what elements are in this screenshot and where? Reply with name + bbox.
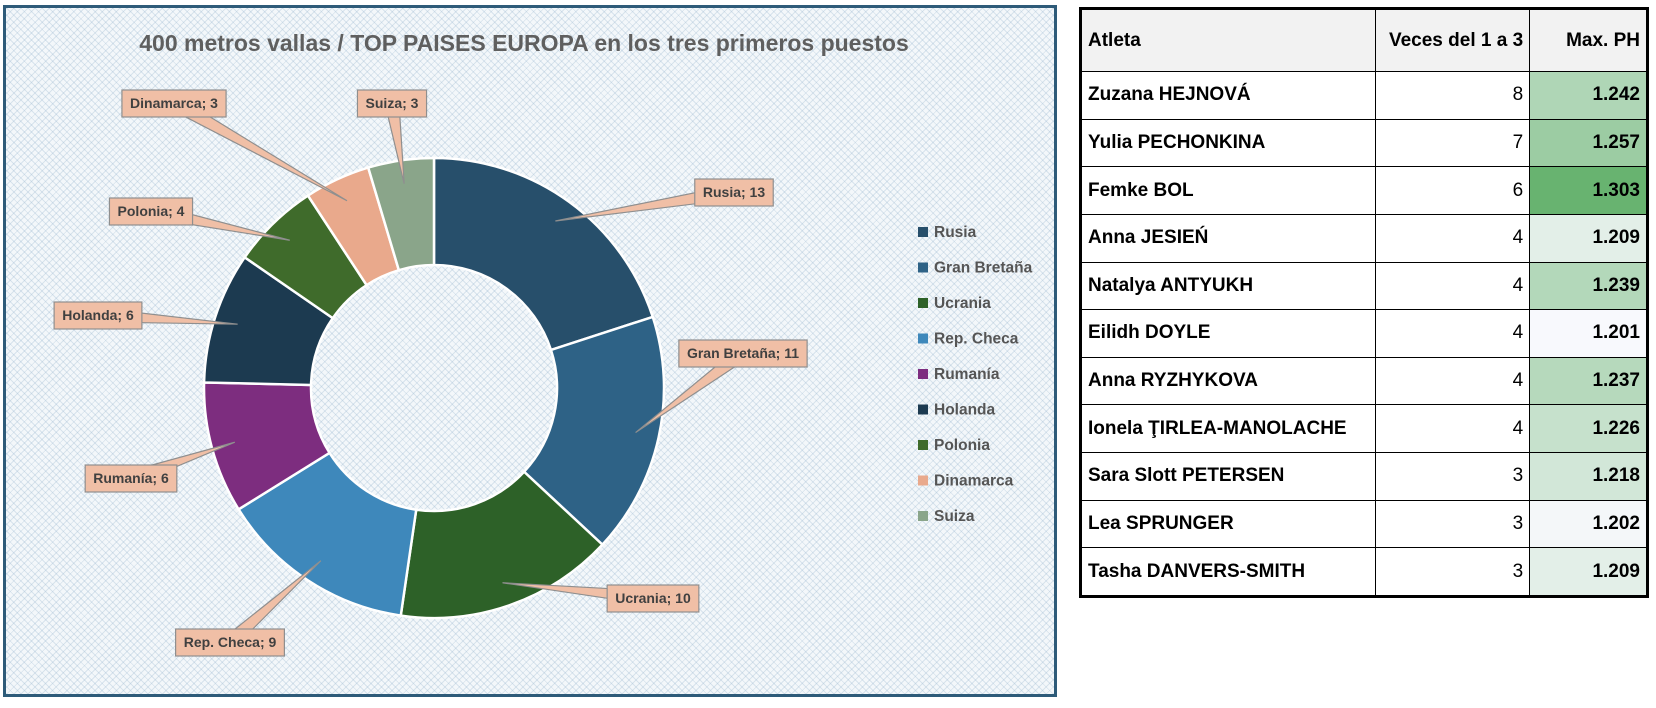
max-ph: 1.242 bbox=[1529, 71, 1648, 120]
legend-label-suiza: Suiza bbox=[934, 508, 975, 525]
data-label-box bbox=[53, 301, 143, 330]
max-ph: 1.209 bbox=[1529, 547, 1648, 597]
table-row: Zuzana HEJNOVÁ 8 1.242 bbox=[1079, 71, 1648, 120]
athlete-name: Zuzana HEJNOVÁ bbox=[1079, 71, 1377, 120]
legend-swatch-ucrania bbox=[918, 298, 928, 308]
chart-panel: 400 metros vallas / TOP PAISES EUROPA en… bbox=[3, 5, 1057, 697]
athlete-name: Ionela ŢIRLEA-MANOLACHE bbox=[1079, 404, 1377, 453]
athlete-name: Sara Slott PETERSEN bbox=[1079, 452, 1377, 501]
header-athlete: Atleta bbox=[1079, 8, 1377, 72]
table-row: Natalya ANTYUKH 4 1.239 bbox=[1079, 261, 1648, 311]
data-label-box bbox=[606, 584, 700, 613]
slice-gran-bretana bbox=[522, 315, 666, 547]
podium-count: 8 bbox=[1375, 71, 1531, 120]
legend-label-rumania: Rumanía bbox=[934, 366, 1000, 383]
podium-count: 4 bbox=[1375, 404, 1531, 453]
data-label-box bbox=[121, 89, 227, 118]
table-row: Tasha DANVERS-SMITH 3 1.209 bbox=[1079, 547, 1648, 597]
donut-chart: 400 metros vallas / TOP PAISES EUROPA en… bbox=[53, 30, 1033, 657]
podium-count: 3 bbox=[1375, 499, 1531, 549]
max-ph: 1.257 bbox=[1529, 118, 1648, 168]
legend-swatch-dinamarca bbox=[918, 475, 928, 486]
max-ph: 1.237 bbox=[1529, 356, 1648, 406]
table-row: Ionela ŢIRLEA-MANOLACHE 4 1.226 bbox=[1079, 404, 1648, 453]
max-ph: 1.239 bbox=[1529, 261, 1648, 311]
table-header-row: Atleta Veces del 1 a 3 Max. PH bbox=[1079, 8, 1648, 72]
athlete-name: Femke BOL bbox=[1079, 166, 1377, 215]
data-label-box bbox=[108, 197, 194, 226]
podium-count: 4 bbox=[1375, 356, 1531, 406]
max-ph: 1.209 bbox=[1529, 213, 1648, 263]
podium-count: 3 bbox=[1375, 547, 1531, 597]
data-label-box bbox=[175, 628, 285, 657]
legend-label-rep-checa: Rep. Checa bbox=[934, 331, 1019, 348]
data-label-rep-checa: Rep. Checa; 9 bbox=[184, 634, 277, 650]
legend-swatch-suiza bbox=[918, 511, 928, 521]
podium-count: 6 bbox=[1375, 166, 1531, 215]
legend-swatch-rep-checa bbox=[918, 333, 928, 344]
podium-count: 3 bbox=[1375, 452, 1531, 501]
legend-swatch-polonia bbox=[918, 440, 928, 450]
athlete-name: Tasha DANVERS-SMITH bbox=[1079, 547, 1377, 597]
max-ph: 1.201 bbox=[1529, 309, 1648, 358]
table-row: Anna JESIEŃ 4 1.209 bbox=[1079, 213, 1648, 263]
data-label-box bbox=[84, 464, 178, 493]
podium-count: 4 bbox=[1375, 309, 1531, 358]
podium-count: 4 bbox=[1375, 261, 1531, 311]
data-label-rumania: Rumanía; 6 bbox=[93, 470, 169, 486]
data-label-holanda: Holanda; 6 bbox=[62, 307, 134, 323]
data-label-ucrania: Ucrania; 10 bbox=[615, 590, 691, 606]
legend-label-gran-bretana: Gran Bretaña bbox=[934, 260, 1033, 277]
max-ph: 1.226 bbox=[1529, 404, 1648, 453]
legend-label-ucrania: Ucrania bbox=[934, 295, 991, 312]
legend-swatch-rumania bbox=[918, 369, 928, 379]
data-label-box bbox=[694, 178, 774, 207]
slice-rusia bbox=[432, 156, 655, 352]
athlete-name: Yulia PECHONKINA bbox=[1079, 118, 1377, 168]
max-ph: 1.303 bbox=[1529, 166, 1648, 215]
legend-label-dinamarca: Dinamarca bbox=[934, 473, 1014, 490]
data-label-dinamarca: Dinamarca; 3 bbox=[130, 95, 218, 111]
slice-ucrania bbox=[399, 469, 605, 620]
legend-label-polonia: Polonia bbox=[934, 437, 990, 454]
podium-count: 4 bbox=[1375, 213, 1531, 263]
chart-title: 400 metros vallas / TOP PAISES EUROPA en… bbox=[139, 30, 909, 56]
data-label-box bbox=[356, 89, 428, 118]
max-ph: 1.218 bbox=[1529, 452, 1648, 501]
athlete-name: Anna RYZHYKOVA bbox=[1079, 356, 1377, 406]
data-label-suiza: Suiza; 3 bbox=[366, 95, 419, 111]
header-podium-count: Veces del 1 a 3 bbox=[1375, 8, 1531, 72]
legend-swatch-rusia bbox=[918, 227, 928, 237]
table-row: Anna RYZHYKOVA 4 1.237 bbox=[1079, 356, 1648, 406]
table-row: Eilidh DOYLE 4 1.201 bbox=[1079, 309, 1648, 358]
legend-swatch-holanda bbox=[918, 404, 928, 415]
header-max-ph: Max. PH bbox=[1529, 8, 1648, 72]
athlete-name: Lea SPRUNGER bbox=[1079, 499, 1377, 549]
table-row: Sara Slott PETERSEN 3 1.218 bbox=[1079, 452, 1648, 501]
slice-suiza bbox=[366, 156, 436, 272]
athletes-table: Atleta Veces del 1 a 3 Max. PH Zuzana HE… bbox=[1079, 7, 1649, 598]
legend-label-rusia: Rusia bbox=[934, 224, 977, 241]
data-label-polonia: Polonia; 4 bbox=[118, 203, 185, 219]
table-row: Lea SPRUNGER 3 1.202 bbox=[1079, 499, 1648, 549]
data-label-box bbox=[678, 339, 808, 368]
podium-count: 7 bbox=[1375, 118, 1531, 168]
max-ph: 1.202 bbox=[1529, 499, 1648, 549]
athlete-name: Natalya ANTYUKH bbox=[1079, 261, 1377, 311]
legend-label-holanda: Holanda bbox=[934, 402, 996, 419]
legend-swatch-gran-bretana bbox=[918, 262, 928, 273]
data-label-rusia: Rusia; 13 bbox=[703, 184, 765, 200]
data-label-gran-bretana: Gran Bretaña; 11 bbox=[687, 345, 799, 361]
athlete-name: Anna JESIEŃ bbox=[1079, 213, 1377, 263]
table-row: Yulia PECHONKINA 7 1.257 bbox=[1079, 118, 1648, 168]
table-row: Femke BOL 6 1.303 bbox=[1079, 166, 1648, 215]
athlete-name: Eilidh DOYLE bbox=[1079, 309, 1377, 358]
